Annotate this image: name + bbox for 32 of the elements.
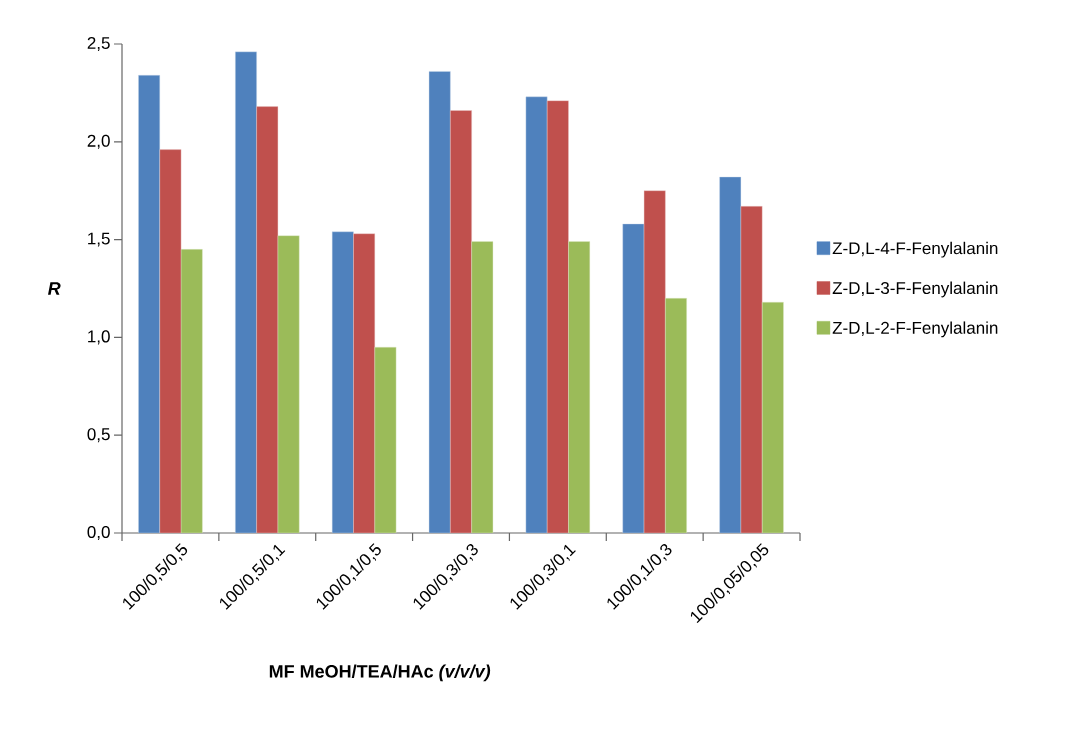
bar [740,206,763,533]
bar [256,106,279,533]
bar [450,110,472,533]
bar [353,233,375,533]
bar [762,301,784,533]
y-tick-label: 0,5 [87,428,110,443]
y-tick-label: 1,5 [88,232,110,247]
bar [159,149,182,533]
bar [138,75,160,533]
bar [471,241,494,533]
bar [622,223,645,533]
legend-label: Z-D,L-3-F-Fenylalanin [832,281,998,298]
bar [235,51,257,533]
legend-label: Z-D,L-4-F-Fenylalanin [832,241,998,258]
bar [665,298,687,533]
y-tick-label: 1,0 [88,330,110,345]
bar [719,176,742,533]
x-axis-title: MF MeOH/TEA/HAc (v/v/v) [269,664,491,682]
bar [568,241,591,533]
bar [277,235,300,533]
bar [525,96,548,533]
y-tick-label: 2,0 [87,134,110,149]
bar [547,100,569,533]
bar [331,231,354,533]
bar [180,249,203,533]
y-tick-label: 2,5 [87,36,110,52]
bar [428,71,451,533]
bar [643,190,666,533]
bar [374,346,397,533]
y-axis-title: R [48,282,61,295]
y-tick-label: 0,0 [87,525,110,541]
legend-label: Z-D,L-2-F-Fenylalanin [832,321,998,338]
